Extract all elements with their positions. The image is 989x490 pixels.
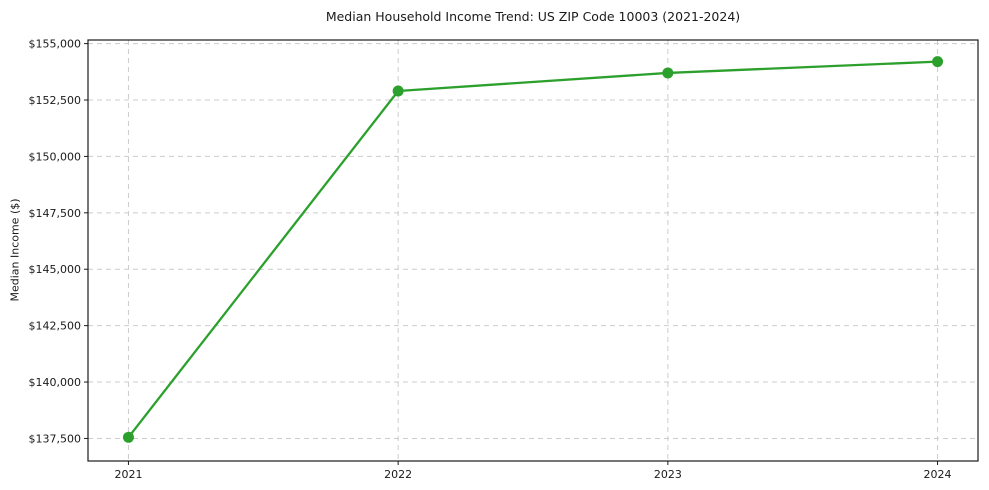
data-point-marker xyxy=(392,85,404,97)
chart-title: Median Household Income Trend: US ZIP Co… xyxy=(325,9,741,24)
y-tick-label: $147,500 xyxy=(29,207,82,220)
trend-line xyxy=(127,60,939,439)
x-tick-label: 2024 xyxy=(924,468,952,481)
y-tick-label: $142,500 xyxy=(29,320,82,333)
data-point-marker xyxy=(662,67,674,79)
y-tick-label: $150,000 xyxy=(29,150,82,163)
x-tick-label: 2023 xyxy=(654,468,682,481)
data-point-marker xyxy=(122,431,134,443)
y-tick-label: $145,000 xyxy=(29,263,82,276)
y-tick-label: $140,000 xyxy=(29,376,82,389)
x-tick-label: 2022 xyxy=(384,468,412,481)
y-tick-label: $152,500 xyxy=(29,94,82,107)
plot-frame xyxy=(87,39,979,462)
data-point-marker xyxy=(932,56,944,68)
y-tick-label: $155,000 xyxy=(29,38,82,51)
x-tick-label: 2021 xyxy=(114,468,142,481)
y-tick-label: $137,500 xyxy=(29,432,82,445)
